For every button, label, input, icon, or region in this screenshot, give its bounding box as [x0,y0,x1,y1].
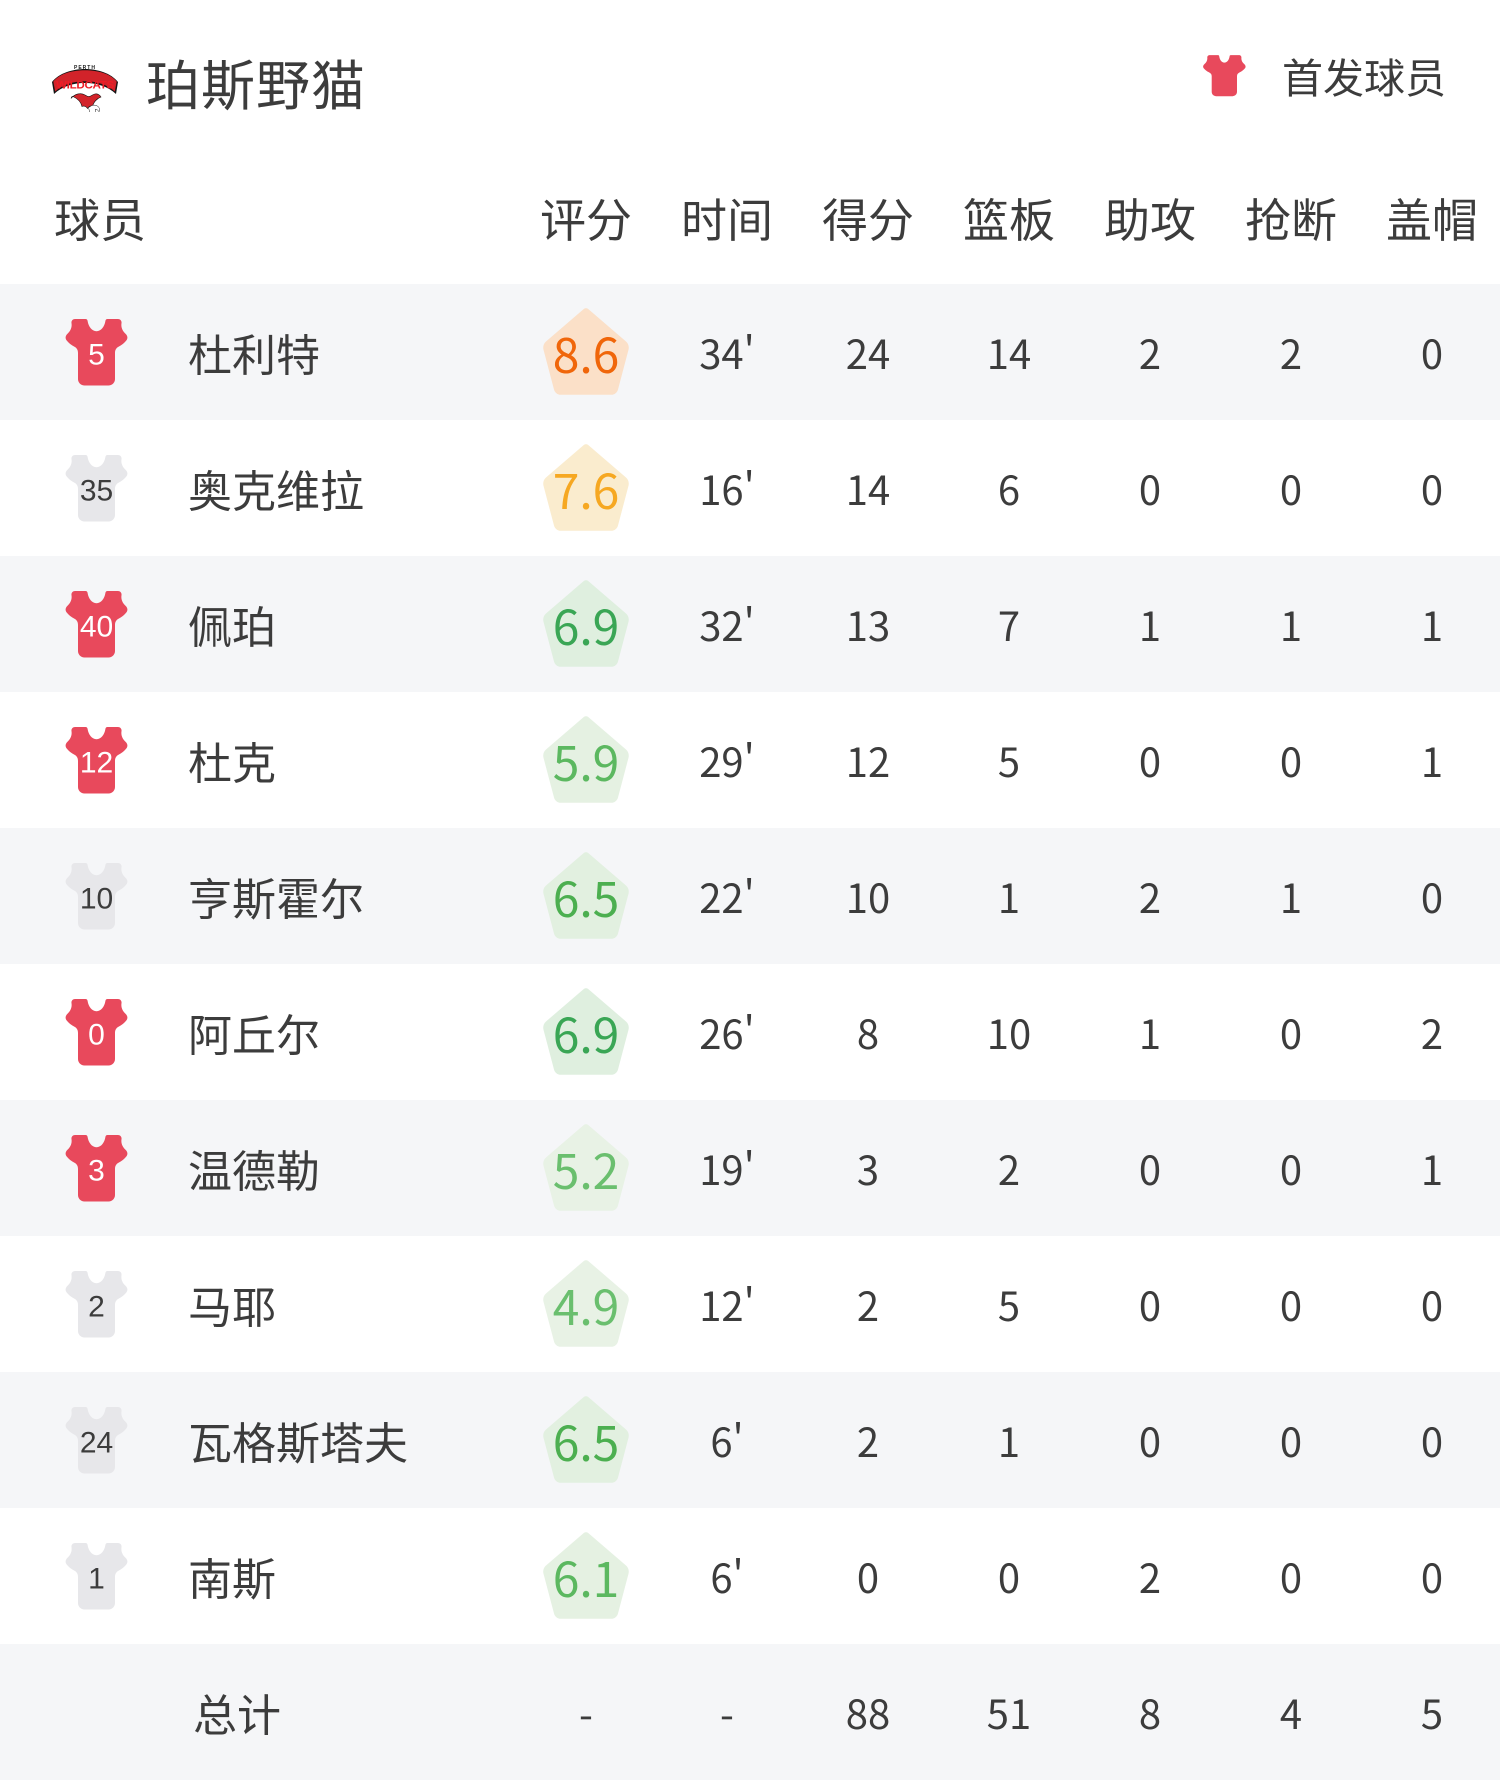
svg-text:40: 40 [80,611,113,644]
svg-text:5: 5 [88,339,105,372]
svg-text:0: 0 [88,1019,105,1052]
svg-text:10: 10 [80,883,113,916]
svg-text:24: 24 [80,1427,113,1460]
svg-text:WILDCATS: WILDCATS [56,80,114,92]
svg-text:3: 3 [88,1155,105,1188]
svg-text:12: 12 [80,747,113,780]
svg-text:1: 1 [88,1563,105,1596]
svg-text:2: 2 [88,1291,105,1324]
svg-text:35: 35 [80,475,113,508]
